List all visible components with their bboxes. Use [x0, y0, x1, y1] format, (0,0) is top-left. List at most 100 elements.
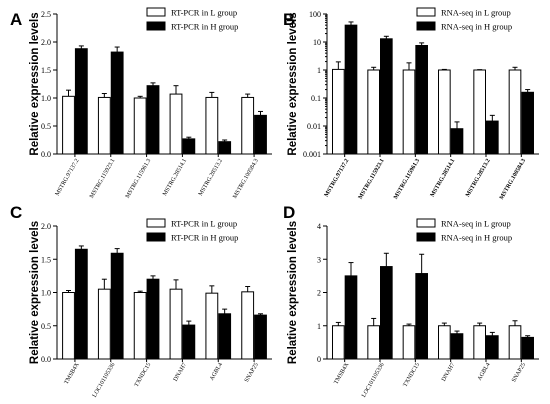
x-tick-label: DNAH7 [173, 362, 188, 383]
legend-label: RT-PCR in L group [171, 219, 237, 229]
panel-letter: A [10, 10, 22, 29]
y-tick-label: 2.0 [41, 222, 51, 231]
bar-l [133, 292, 147, 360]
x-tick-label: TXNDC15 [134, 362, 153, 388]
bar-h [146, 85, 160, 155]
y-tick-label: 0.01 [307, 122, 321, 131]
x-tick-label: TMSB4X [333, 361, 350, 385]
bar-l [402, 325, 416, 360]
bar-h [254, 114, 267, 155]
legend-label: RNA-seq in H group [441, 233, 512, 243]
y-tick-label: 0 [317, 355, 321, 364]
legend-label: RT-PCR in H group [171, 233, 238, 243]
y-tick-label: 2.0 [41, 38, 51, 47]
x-tick-label: MSTRG.97137.2 [55, 158, 81, 197]
legend-swatch [146, 232, 166, 242]
bar-h [74, 48, 88, 155]
legend-label: RT-PCR in L group [171, 8, 237, 18]
y-axis-label: Relative expression levels [287, 221, 299, 364]
bar-l [241, 96, 255, 155]
bar-l [438, 69, 451, 155]
x-tick-label: LOC101105336 [92, 362, 117, 399]
legend-swatch [146, 7, 166, 17]
bar-h [521, 336, 534, 360]
y-tick-label: 0.0 [41, 355, 51, 364]
x-tick-label: MSTRG.100584.3 [232, 158, 260, 200]
x-tick-label: SNAP25 [244, 362, 260, 383]
x-tick-label: MSTRG.115923.1 [89, 158, 116, 199]
x-tick-label: AGBL4 [477, 362, 492, 382]
bar-h [146, 278, 160, 360]
y-axis-label: Relative expression levels [29, 12, 41, 155]
bar-h [74, 248, 88, 360]
bar-l [473, 325, 486, 360]
bar-l [205, 292, 219, 360]
bar-l [367, 69, 380, 155]
x-tick-label: MSTRG.28514.1 [162, 158, 188, 197]
bar-h [486, 335, 499, 360]
panel-a: A Relative expression levels 0.0 0.5 1.0 1.5 2… [10, 7, 272, 200]
y-tick-label: 0.5 [41, 322, 51, 331]
bar-l [332, 68, 345, 155]
bar-h [450, 333, 464, 360]
x-tick-label: LOC101105336 [361, 362, 386, 399]
bar-h [486, 120, 499, 155]
bar-h [110, 51, 124, 155]
y-tick-label: 1 [317, 66, 321, 75]
x-tick-label: MSTRG.115923.1 [358, 158, 386, 201]
bar-l [169, 93, 183, 155]
x-tick-label: MSTRG.97137.2 [324, 158, 351, 198]
y-axis-label: Relative expression levels [287, 12, 299, 155]
y-tick-label: 1 [317, 322, 321, 331]
y-tick-label: 1.0 [41, 94, 51, 103]
bar-h [110, 252, 124, 360]
bar-h [182, 324, 196, 360]
x-tick-label: MSTRG.28514.1 [430, 158, 457, 198]
y-tick-label: 0.1 [311, 94, 321, 103]
bar-l [205, 96, 219, 155]
x-tick-label: TMSB4X [64, 361, 81, 385]
bar-l [62, 95, 75, 155]
bar-l [473, 69, 486, 155]
panel-letter: B [283, 10, 295, 29]
x-tick-label: AGBL4 [209, 362, 224, 382]
legend-label: RT-PCR in H group [171, 22, 238, 32]
y-axis-label: Relative expression levels [29, 221, 41, 364]
x-tick-label: DNAH7 [441, 362, 456, 383]
y-tick-label: 2.5 [41, 10, 51, 19]
panel-c: C Relative expression levels 0.0 0.5 1.0 1.5 2… [10, 203, 272, 399]
bar-h [415, 44, 428, 155]
bar-h [415, 273, 428, 360]
legend-swatch [416, 21, 436, 31]
bar-h [344, 275, 358, 360]
bar-l [241, 291, 255, 360]
legend-swatch [146, 218, 166, 228]
x-tick-label: SNAP25 [511, 362, 527, 383]
bar-h [521, 91, 534, 155]
y-tick-label: 4 [317, 222, 321, 231]
legend-swatch [146, 21, 166, 31]
bar-l [508, 69, 522, 155]
y-tick-label: 1.5 [41, 66, 51, 75]
y-tick-label: 100 [309, 10, 321, 19]
legend-swatch [416, 218, 436, 228]
bar-l [169, 288, 183, 360]
bar-h [182, 138, 196, 155]
y-tick-label: 10 [313, 38, 321, 47]
y-tick-label: 0.001 [303, 150, 321, 159]
legend-label: RNA-seq in L group [441, 219, 511, 229]
legend-label: RNA-seq in H group [441, 22, 512, 32]
panel-letter: C [10, 203, 22, 222]
bar-h [450, 128, 464, 155]
bar-h [344, 24, 358, 155]
y-tick-label: 2 [317, 289, 321, 298]
bar-l [97, 288, 111, 360]
bar-l [62, 292, 75, 360]
bar-l [402, 69, 416, 155]
bar-l [97, 96, 111, 155]
y-tick-label: 0.5 [41, 122, 51, 131]
legend-label: RNA-seq in L group [441, 8, 511, 18]
bar-h [254, 314, 267, 360]
